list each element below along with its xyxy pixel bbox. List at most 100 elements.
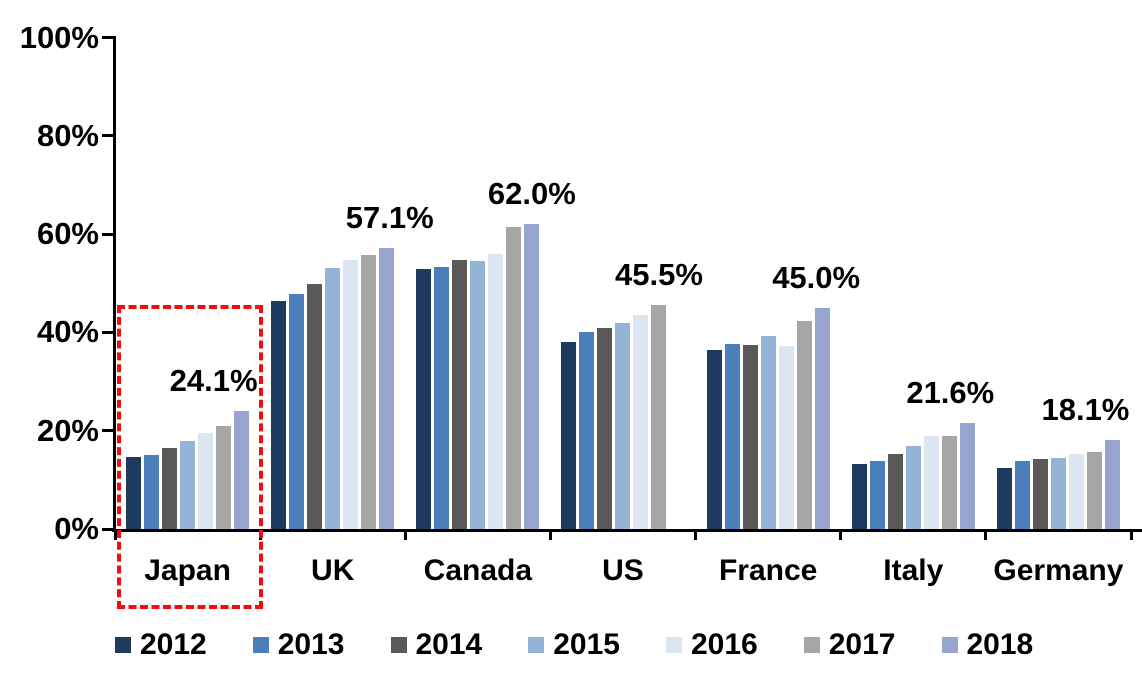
- bar-italy-2018: [959, 422, 975, 529]
- data-label-italy: 21.6%: [906, 374, 995, 410]
- y-tick-60: [102, 232, 115, 236]
- y-axis-label-40: 40%: [36, 314, 99, 350]
- x-tick-0: [113, 529, 117, 540]
- y-tick-80: [102, 134, 115, 138]
- legend: 2012 2013 2014 2015 2016 2017 2018: [115, 628, 1033, 662]
- bar-france-2015: [760, 336, 776, 529]
- x-tick-4: [694, 529, 698, 540]
- bar-canada-2014: [452, 259, 468, 529]
- x-tick-2: [403, 529, 407, 540]
- legend-label-2013: 2013: [277, 628, 345, 661]
- category-label-germany: Germany: [993, 554, 1124, 587]
- x-tick-5: [839, 529, 843, 540]
- bar-france-2013: [724, 343, 740, 529]
- bar-group-germany: [986, 29, 1131, 529]
- bar-japan-2014: [162, 448, 178, 529]
- bar-uk-2017: [361, 254, 377, 529]
- bar-canada-2018: [524, 224, 540, 529]
- bar-uk-2013: [289, 294, 305, 529]
- legend-label-2017: 2017: [828, 628, 896, 661]
- bar-uk-2018: [379, 248, 395, 529]
- y-tick-40: [102, 330, 115, 334]
- bar-france-2016: [778, 345, 794, 529]
- bar-uk-2015: [325, 268, 341, 529]
- legend-item-2017: 2017: [803, 628, 896, 662]
- bar-germany-2018: [1104, 440, 1120, 529]
- legend-item-2012: 2012: [115, 628, 207, 662]
- bar-canada-2012: [416, 269, 432, 529]
- y-axis-label-80: 80%: [36, 117, 99, 153]
- bar-group-us: [550, 29, 695, 529]
- data-label-uk: 57.1%: [345, 200, 434, 236]
- legend-item-2018: 2018: [941, 628, 1034, 662]
- legend-item-2014: 2014: [390, 628, 483, 662]
- category-label-canada: Canada: [423, 554, 533, 587]
- category-label-italy: Italy: [883, 554, 944, 587]
- x-tick-3: [548, 529, 552, 540]
- bar-italy-2017: [941, 435, 957, 529]
- bar-france-2018: [814, 307, 830, 529]
- data-label-japan: 24.1%: [169, 362, 258, 398]
- y-axis-label-0: 0%: [54, 511, 99, 546]
- bar-group-canada: [405, 29, 550, 529]
- legend-swatch-2012: [115, 637, 131, 653]
- legend-swatch-2014: [390, 637, 407, 653]
- bar-italy-2015: [905, 446, 921, 529]
- bar-japan-2016: [198, 432, 214, 529]
- bar-italy-2012: [851, 464, 867, 529]
- bar-germany-2012: [996, 468, 1012, 529]
- category-label-uk: UK: [311, 554, 355, 587]
- legend-swatch-2013: [252, 637, 269, 653]
- data-label-us: 45.5%: [615, 257, 703, 293]
- highlight-box-japan: [117, 305, 263, 609]
- bar-group-japan: [115, 29, 260, 529]
- bar-japan-2018: [234, 410, 250, 529]
- legend-label-2018: 2018: [966, 628, 1034, 661]
- bar-group-italy: [841, 29, 986, 529]
- y-axis-line: [113, 36, 116, 532]
- y-tick-100: [102, 36, 115, 39]
- bar-japan-2017: [216, 425, 232, 529]
- x-tick-7: [1129, 529, 1133, 540]
- bar-italy-2014: [887, 454, 903, 529]
- y-axis-label-20: 20%: [36, 412, 99, 448]
- bar-japan-2012: [126, 456, 142, 529]
- bar-us-2016: [633, 315, 649, 529]
- bar-group-uk: [260, 29, 405, 529]
- legend-swatch-2017: [803, 637, 820, 653]
- legend-swatch-2016: [666, 637, 682, 653]
- x-tick-6: [984, 529, 988, 540]
- y-axis-label-60: 60%: [36, 216, 99, 252]
- bar-group-france: [696, 29, 841, 529]
- bar-us-2017: [651, 305, 667, 529]
- legend-label-2012: 2012: [140, 628, 207, 661]
- bar-uk-2014: [307, 284, 323, 529]
- legend-swatch-2015: [528, 637, 545, 653]
- legend-item-2013: 2013: [252, 628, 345, 662]
- legend-item-2015: 2015: [528, 628, 620, 662]
- y-axis-label-100: 100%: [19, 19, 99, 55]
- bar-france-2017: [796, 321, 812, 529]
- legend-label-2016: 2016: [691, 628, 758, 661]
- bar-japan-2015: [180, 440, 196, 529]
- category-label-france: France: [718, 554, 818, 587]
- bar-france-2012: [706, 350, 722, 529]
- bar-france-2014: [742, 344, 758, 529]
- bar-germany-2017: [1086, 451, 1102, 529]
- bar-us-2015: [615, 322, 631, 529]
- data-label-france: 45.0%: [772, 259, 861, 295]
- bar-canada-2017: [506, 226, 522, 529]
- legend-swatch-2018: [941, 637, 958, 653]
- bar-germany-2013: [1014, 461, 1030, 529]
- data-label-canada: 62.0%: [487, 176, 576, 212]
- bar-germany-2016: [1068, 453, 1084, 529]
- y-tick-20: [102, 429, 115, 433]
- legend-label-2014: 2014: [415, 628, 483, 661]
- data-label-germany: 18.1%: [1041, 392, 1130, 428]
- y-tick-0: [102, 527, 115, 531]
- bar-us-2014: [597, 327, 613, 529]
- bar-germany-2014: [1032, 459, 1048, 529]
- bar-italy-2013: [869, 460, 885, 529]
- bar-germany-2015: [1050, 457, 1066, 529]
